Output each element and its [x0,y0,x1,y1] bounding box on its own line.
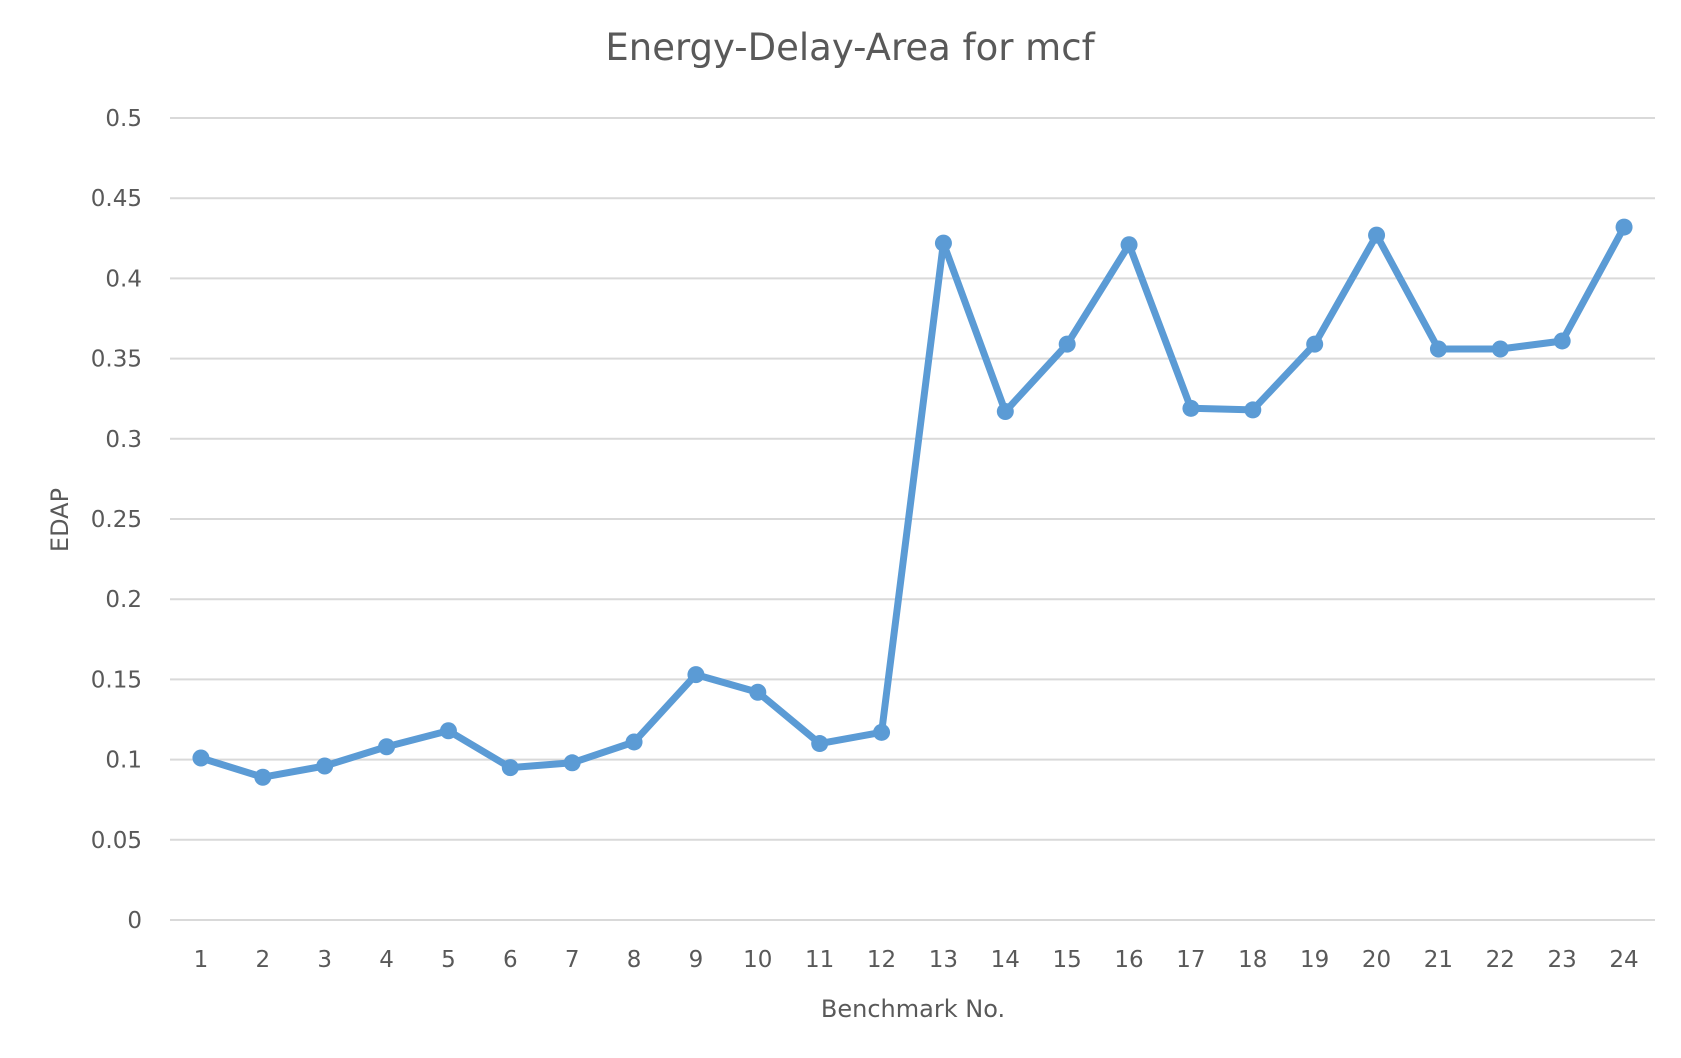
chart-title: Energy-Delay-Area for mcf [605,26,1095,69]
x-tick-label: 22 [1486,947,1515,973]
data-point [378,738,396,756]
data-point [1120,236,1138,254]
x-tick-label: 13 [929,947,958,973]
y-tick-label: 0 [127,908,142,934]
gridlines [170,117,1655,921]
data-point [1615,218,1633,236]
x-tick-label: 12 [867,947,896,973]
y-tick-label: 0.2 [105,587,142,613]
x-axis-title: Benchmark No. [821,995,1005,1023]
y-axis-title: EDAP [46,488,74,552]
x-tick-label: 8 [627,947,642,973]
x-tick-label: 21 [1424,947,1453,973]
x-tick-label: 23 [1548,947,1577,973]
data-point [192,749,210,767]
x-tick-label: 9 [689,947,704,973]
x-tick-label: 16 [1114,947,1143,973]
series-line [197,223,1628,781]
data-point [316,757,334,775]
x-tick-label: 17 [1176,947,1205,973]
data-point [1244,401,1262,419]
y-tick-label: 0.35 [91,347,142,373]
x-tick-label: 24 [1609,947,1638,973]
data-point [1182,399,1200,417]
data-point [501,759,519,777]
x-tick-label: 6 [503,947,518,973]
y-tick-label: 0.3 [105,427,142,453]
data-point [749,683,767,701]
data-point [934,234,952,252]
x-tick-label: 11 [805,947,834,973]
data-point [1553,332,1571,350]
x-tick-label: 10 [743,947,772,973]
y-tick-label: 0.5 [105,106,142,132]
x-tick-label: 18 [1238,947,1267,973]
y-tick-label: 0.15 [91,667,142,693]
y-axis-tick-labels: 0 0.05 0.1 0.15 0.2 0.25 0.3 0.35 0.4 0.45 0.5 [91,106,142,934]
x-tick-label: 5 [441,947,456,973]
x-tick-label: 7 [565,947,580,973]
data-point [625,733,643,751]
x-axis-tick-labels: 1 2 3 4 5 6 7 8 9 10 11 12 13 14 15 16 17 18 19 20 21 22 23 24 [194,947,1639,973]
data-point [687,666,705,684]
data-point [1491,340,1509,358]
data-point [1368,226,1386,244]
x-tick-label: 19 [1300,947,1329,973]
data-point [563,754,581,772]
y-tick-label: 0.45 [91,186,142,212]
x-tick-label: 14 [991,947,1020,973]
series-line-group [197,223,1628,781]
data-point [254,768,272,786]
data-point [1429,340,1447,358]
x-tick-label: 4 [379,947,394,973]
y-tick-label: 0.05 [91,828,142,854]
data-point [996,403,1014,421]
data-point [811,735,829,753]
x-tick-label: 3 [317,947,332,973]
x-tick-label: 15 [1053,947,1082,973]
y-tick-label: 0.25 [91,507,142,533]
y-tick-label: 0.4 [105,266,142,292]
y-tick-label: 0.1 [105,748,142,774]
data-point [1058,335,1076,353]
data-point [1306,335,1324,353]
data-points [192,218,1633,786]
x-tick-label: 2 [255,947,270,973]
x-tick-label: 20 [1362,947,1391,973]
data-point [439,722,457,740]
data-point [873,723,891,741]
x-tick-label: 1 [194,947,209,973]
